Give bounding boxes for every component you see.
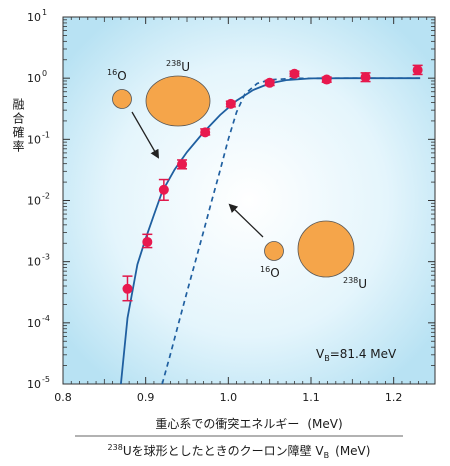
y-tick-exponent: -2: [42, 192, 50, 201]
data-point: [321, 74, 332, 85]
axis-ticks: [62, 16, 436, 385]
x-axis-label-unit: (MeV): [307, 417, 342, 431]
uranium-symbol-bottom: U: [358, 277, 367, 291]
y-tick-base: 10: [27, 133, 41, 146]
uranium-mass-top: 238: [166, 59, 181, 68]
y-tick-exponent: -5: [42, 375, 50, 384]
nuclei-illustration-bottom: 16O 238U: [228, 203, 367, 291]
y-tick-base: 10: [27, 195, 41, 208]
vb-symbol: V: [316, 347, 325, 361]
data-point: [412, 64, 423, 75]
y-tick-exponent: -4: [42, 314, 50, 323]
x-tick-label: 1.1: [302, 391, 320, 404]
x-tick-label: 1.0: [220, 391, 238, 404]
data-point: [142, 236, 153, 247]
y-tick-base: 10: [27, 11, 41, 24]
vb-value: =81.4 MeV: [330, 347, 397, 361]
y-tick-label: 10: [27, 256, 41, 269]
oxygen-symbol-top: O: [117, 69, 126, 83]
data-point: [158, 184, 169, 195]
oxygen-mass-bottom: 16: [260, 265, 270, 274]
data-point: [177, 159, 188, 170]
x-tick-label: 1.2: [385, 391, 403, 404]
x-axis-label-main: 重心系での衝突エネルギー: [155, 416, 299, 431]
data-point: [200, 127, 211, 138]
x-axis-label2-text: Uを球形としたときのクーロン障壁 V: [123, 443, 325, 458]
y-tick-exponent: 0: [42, 69, 47, 78]
oxygen-nucleus-top: [112, 89, 132, 109]
y-tick-label: 10: [27, 72, 41, 85]
uranium-mass-bottom: 238: [343, 276, 358, 285]
x-axis-label-line1: 重心系での衝突エネルギー (MeV): [155, 416, 342, 431]
nuclei-illustration-top: 16O 238U: [107, 59, 211, 159]
x-axis-label2-unit: (MeV): [335, 444, 370, 458]
data-point: [122, 283, 133, 294]
oxygen-nucleus-bottom: [264, 241, 284, 261]
oxygen-label-top: 16O: [107, 68, 127, 83]
uranium-nucleus-bottom: [297, 220, 355, 278]
y-tick-exponent: 1: [42, 8, 47, 17]
oxygen-label-bottom: 16O: [260, 265, 280, 280]
data-point: [225, 98, 236, 109]
data-point: [264, 77, 275, 88]
y-tick-label: 10: [27, 317, 41, 330]
y-tick-exponent: -3: [42, 253, 50, 262]
oxygen-mass-top: 16: [107, 68, 117, 77]
x-axis-label2-mass: 238: [108, 443, 123, 452]
uranium-symbol-top: U: [181, 60, 190, 74]
data-points: [122, 64, 423, 302]
x-axis-label-line2: 238Uを球形としたときのクーロン障壁 VB (MeV): [108, 443, 371, 460]
y-tick-base: 10: [27, 378, 41, 391]
data-point: [289, 68, 300, 79]
x-tick-labels: 0.8 0.9 1.0 1.1 1.2: [54, 391, 402, 404]
y-tick-label: 10: [27, 195, 41, 208]
oxygen-symbol-bottom: O: [270, 266, 279, 280]
y-tick-label: 10: [27, 11, 41, 24]
y-tick-base: 10: [27, 256, 41, 269]
coulomb-barrier-annotation: VB=81.4 MeV: [316, 347, 397, 363]
uranium-label-top: 238U: [166, 59, 190, 74]
y-axis-label: 融合確率: [11, 98, 25, 154]
y-tick-base: 10: [27, 317, 41, 330]
arrow-bottom: [228, 203, 264, 238]
dashed-curve-spherical: [161, 77, 421, 385]
x-tick-label: 0.8: [54, 391, 72, 404]
data-point: [360, 72, 371, 83]
vb-subscript: B: [324, 354, 330, 363]
uranium-label-bottom: 238U: [343, 276, 367, 291]
y-tick-label: 10: [27, 378, 41, 391]
uranium-nucleus-top: [145, 75, 211, 127]
y-tick-exponent: -1: [42, 130, 50, 139]
x-axis-label2-sub: B: [324, 451, 330, 460]
arrow-top: [131, 111, 160, 159]
x-tick-label: 0.9: [137, 391, 155, 404]
y-tick-base: 10: [27, 72, 41, 85]
y-tick-label: 10: [27, 133, 41, 146]
